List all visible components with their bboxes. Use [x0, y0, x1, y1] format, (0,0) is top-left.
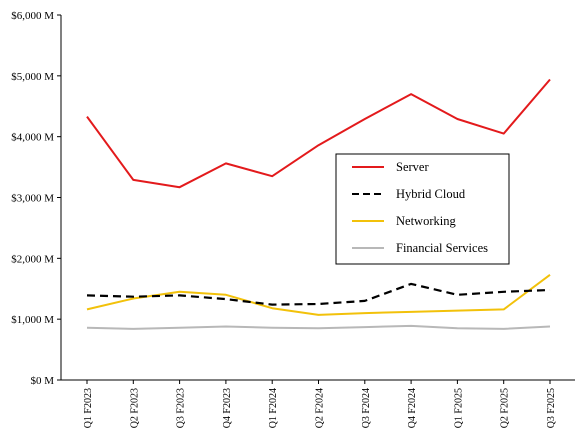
y-axis-ticks: $0 M $1,000 M $2,000 M $3,000 M $4,000 M $5,0… [11, 10, 61, 387]
x-tick-label: Q1 F2024 [268, 388, 279, 428]
legend-label-financial-services: Financial Services [396, 241, 488, 255]
series-line-server [86, 78, 551, 189]
series-line-networking [86, 273, 551, 316]
x-tick-label: Q4 F2023 [222, 388, 233, 428]
x-tick-label: Q2 F2023 [129, 388, 140, 428]
y-tick-label: $6,000 M [11, 10, 54, 22]
x-tick-label: Q1 F2023 [83, 388, 94, 428]
y-tick-label: $5,000 M [11, 71, 54, 83]
legend-label-hybrid-cloud: Hybrid Cloud [396, 187, 466, 201]
x-tick-label: Q2 F2025 [500, 388, 511, 428]
y-tick-label: $2,000 M [11, 253, 54, 265]
y-tick-label: $3,000 M [11, 193, 54, 205]
series-line-hybrid-cloud [86, 282, 551, 306]
x-tick-label: Q3 F2025 [546, 388, 557, 428]
legend-label-server: Server [396, 160, 429, 174]
x-tick-label: Q4 F2024 [407, 388, 418, 428]
legend: Server Hybrid Cloud Networking Financial Se… [335, 153, 510, 265]
series-line-financial-services [86, 324, 551, 330]
y-tick-label: $0 M [30, 375, 54, 387]
series-lines [86, 78, 551, 330]
y-tick-label: $1,000 M [11, 314, 54, 326]
x-axis-ticks: Q1 F2023 Q2 F2023 Q3 F2023 Q4 F2023 Q1 F2024… [83, 380, 557, 428]
y-tick-label: $4,000 M [11, 132, 54, 144]
x-tick-label: Q3 F2023 [176, 388, 187, 428]
x-tick-label: Q2 F2024 [315, 388, 326, 428]
legend-box [335, 153, 510, 265]
x-tick-label: Q3 F2024 [361, 388, 372, 428]
x-tick-label: Q1 F2025 [453, 388, 464, 428]
legend-label-networking: Networking [396, 214, 456, 228]
